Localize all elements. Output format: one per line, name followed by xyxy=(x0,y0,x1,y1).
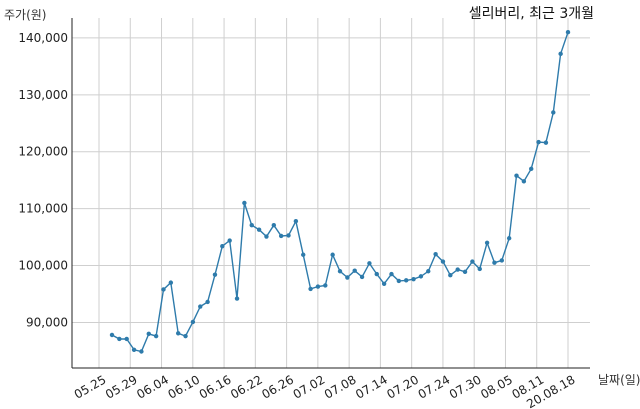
data-point xyxy=(433,251,438,257)
y-axis-title: 주가(원) xyxy=(4,8,46,22)
data-point xyxy=(403,278,409,283)
data-point xyxy=(381,281,387,286)
data-point xyxy=(521,179,527,184)
data-point xyxy=(271,222,277,228)
data-point xyxy=(514,173,519,178)
x-tick-label: 07.20 xyxy=(384,372,421,401)
data-point xyxy=(146,331,151,337)
data-point xyxy=(558,51,563,57)
data-point xyxy=(440,259,446,264)
data-point xyxy=(264,234,269,239)
data-point xyxy=(293,218,299,224)
data-point xyxy=(418,274,424,279)
data-point xyxy=(249,222,254,228)
x-tick-label: 06.10 xyxy=(166,372,203,401)
data-point xyxy=(543,140,549,145)
data-point xyxy=(212,272,218,277)
y-tick-labels: 90,000 100,000 110,000 120,000 130,000 140,00… xyxy=(18,31,68,330)
data-point xyxy=(484,240,490,245)
data-point xyxy=(448,273,453,278)
data-point xyxy=(492,260,497,265)
series-layer xyxy=(109,30,571,354)
data-point xyxy=(506,236,512,241)
data-point xyxy=(529,166,534,172)
data-point xyxy=(220,244,225,249)
data-point xyxy=(175,331,181,336)
data-point xyxy=(374,271,379,277)
x-tick-label: 07.08 xyxy=(322,372,359,401)
data-point xyxy=(411,277,416,282)
data-point xyxy=(139,349,144,354)
x-tick-label: 06.22 xyxy=(228,372,265,401)
data-point xyxy=(205,299,210,305)
x-tick-labels: 05.2505.2906.0406.1006.1606.2206.2607.02… xyxy=(72,372,578,409)
data-point xyxy=(308,286,313,292)
data-point xyxy=(323,283,328,288)
x-tick-label: 05.25 xyxy=(72,372,109,401)
x-tick-label: 06.26 xyxy=(259,372,296,401)
x-tick-label: 08.05 xyxy=(478,372,515,401)
axis-layer xyxy=(71,18,590,369)
price-line xyxy=(111,31,569,353)
x-tick-label: 07.30 xyxy=(447,372,484,401)
x-tick-label: 07.14 xyxy=(353,372,390,401)
x-tick-label: 06.04 xyxy=(134,372,171,401)
data-point xyxy=(470,259,475,264)
y-tick-label: 100,000 xyxy=(18,259,68,273)
data-point xyxy=(234,296,240,301)
data-point xyxy=(124,336,129,342)
data-point xyxy=(477,266,482,272)
data-point xyxy=(315,284,321,289)
y-tick-label: 140,000 xyxy=(18,31,68,45)
grid-layer xyxy=(72,18,590,368)
data-point xyxy=(551,110,556,115)
data-point xyxy=(242,200,247,206)
data-point xyxy=(168,280,174,285)
data-point xyxy=(301,252,306,257)
data-point xyxy=(565,30,571,35)
data-point xyxy=(536,139,541,145)
data-point xyxy=(352,268,357,273)
data-point xyxy=(161,287,166,292)
data-point xyxy=(190,319,196,325)
data-point xyxy=(286,233,291,238)
data-point xyxy=(278,233,284,239)
data-point xyxy=(367,261,372,266)
data-point xyxy=(198,304,203,309)
data-point xyxy=(455,267,460,272)
y-tick-label: 120,000 xyxy=(18,145,68,159)
data-point xyxy=(109,332,115,338)
y-tick-label: 90,000 xyxy=(26,315,68,329)
x-tick-label: 07.24 xyxy=(416,372,453,401)
data-point xyxy=(330,252,335,257)
x-tick-label: 06.16 xyxy=(197,372,234,401)
x-tick-label: 07.02 xyxy=(291,372,328,401)
chart-title: 셀리버리, 최근 3개월 xyxy=(469,6,594,22)
data-point xyxy=(499,258,505,263)
x-tick-label: 05.29 xyxy=(103,372,140,401)
data-point xyxy=(256,227,262,232)
data-point xyxy=(359,274,365,280)
x-axis-title: 날짜(일) xyxy=(598,373,640,387)
data-point xyxy=(396,278,402,284)
data-point xyxy=(227,238,232,243)
data-point xyxy=(389,271,394,277)
data-point xyxy=(117,336,122,342)
data-point xyxy=(131,347,137,352)
y-tick-label: 110,000 xyxy=(18,202,68,216)
data-point xyxy=(153,333,159,339)
data-point xyxy=(426,269,431,274)
data-point xyxy=(183,333,188,339)
data-point xyxy=(337,269,343,274)
data-point xyxy=(462,269,468,275)
y-tick-label: 130,000 xyxy=(18,88,68,102)
data-point xyxy=(345,275,350,280)
